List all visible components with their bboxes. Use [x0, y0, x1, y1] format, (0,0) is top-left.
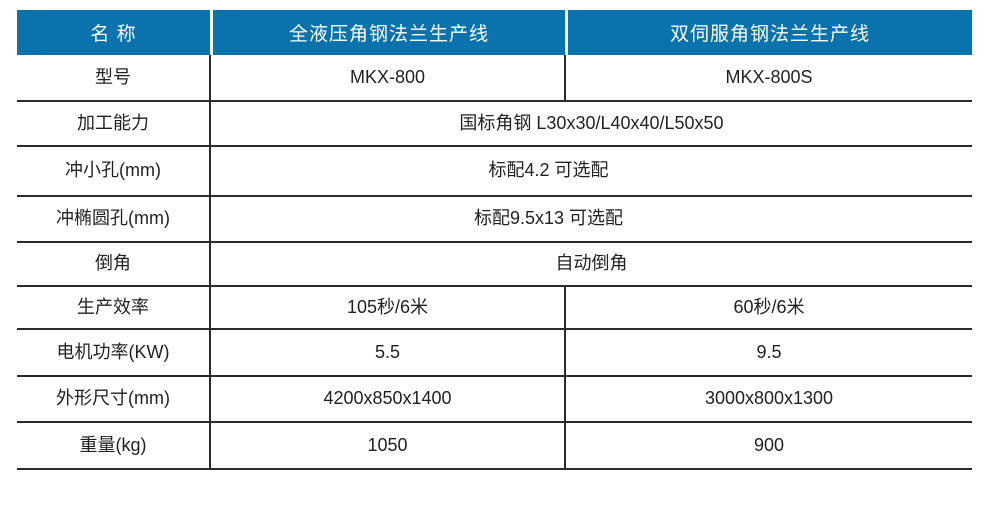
row-value-product-1: 105秒/6米: [211, 287, 566, 328]
table-row: 加工能力 国标角钢 L30x30/L40x40/L50x50: [17, 102, 972, 147]
row-label: 电机功率(KW): [17, 330, 211, 375]
row-value-product-1: 1050: [211, 423, 566, 468]
header-divider-2: [565, 10, 568, 55]
table-row: 型号 MKX-800 MKX-800S: [17, 55, 972, 102]
row-label: 生产效率: [17, 287, 211, 328]
row-value-product-1: MKX-800: [211, 55, 566, 100]
row-value-product-2: 60秒/6米: [733, 296, 805, 317]
table-row: 倒角 自动倒角: [17, 243, 972, 287]
row-label: 倒角: [17, 243, 211, 285]
table-row: 电机功率(KW) 5.5 9.5: [17, 330, 972, 377]
table-row: 生产效率 105秒/6米 60秒/6米: [17, 287, 972, 330]
row-label: 冲椭圆孔(mm): [17, 197, 211, 241]
row-value-product-1: 4200x850x1400: [211, 377, 566, 421]
table-header-row: 名 称 全液压角钢法兰生产线 双伺服角钢法兰生产线: [17, 10, 972, 55]
row-value-merged: 标配4.2 可选配: [488, 160, 609, 181]
row-label: 冲小孔(mm): [17, 147, 211, 195]
row-value-product-2: 900: [753, 434, 785, 455]
row-value-product-2: MKX-800S: [725, 66, 813, 87]
row-value-product-2: 3000x800x1300: [704, 388, 834, 409]
row-label: 加工能力: [17, 102, 211, 145]
table-row: 冲小孔(mm) 标配4.2 可选配: [17, 147, 972, 197]
row-label: 外形尺寸(mm): [17, 377, 211, 421]
column-header-name: 名 称: [17, 10, 210, 55]
row-value-merged: 自动倒角: [555, 253, 628, 274]
row-value-product-2: 9.5: [756, 341, 782, 362]
row-label: 型号: [17, 55, 211, 100]
row-value-product-1: 5.5: [211, 330, 566, 375]
row-value-merged: 标配9.5x13 可选配: [473, 208, 624, 229]
row-value-merged: 国标角钢 L30x30/L40x40/L50x50: [459, 112, 724, 133]
column-header-product-2: 双伺服角钢法兰生产线: [568, 10, 972, 55]
table-row: 外形尺寸(mm) 4200x850x1400 3000x800x1300: [17, 377, 972, 423]
header-divider-1: [210, 10, 213, 55]
row-label: 重量(kg): [17, 423, 211, 468]
table-body: 型号 MKX-800 MKX-800S 加工能力 国标角钢 L30x30/L40…: [17, 55, 972, 470]
column-header-product-1: 全液压角钢法兰生产线: [213, 10, 565, 55]
table-row: 重量(kg) 1050 900: [17, 423, 972, 470]
table-row: 冲椭圆孔(mm) 标配9.5x13 可选配: [17, 197, 972, 243]
